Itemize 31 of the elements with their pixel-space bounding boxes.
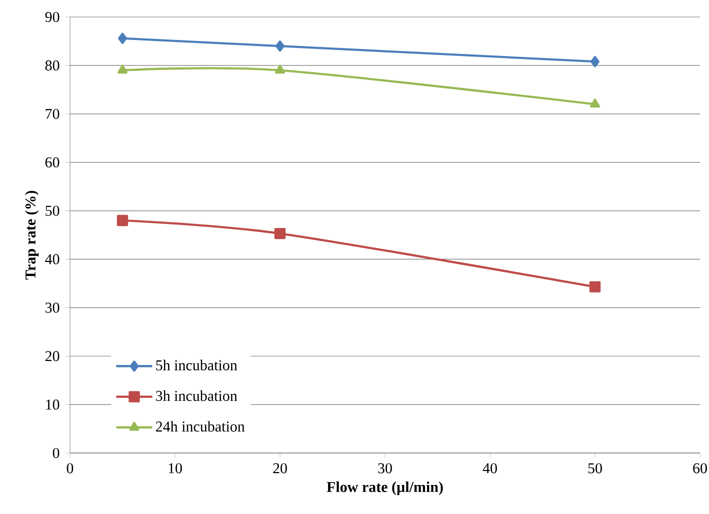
point — [590, 56, 600, 68]
x-tick-label: 10 — [168, 463, 182, 474]
x-tick-label: 20 — [273, 463, 287, 474]
y-tick-label: 80 — [45, 60, 60, 70]
point — [118, 64, 128, 74]
point — [589, 281, 601, 292]
x-axis-title: Flow rate (µl/min) — [326, 482, 443, 496]
legend-label: 3h incubation — [156, 390, 238, 401]
y-tick-label: 90 — [45, 12, 60, 22]
y-tick-label: 50 — [46, 206, 60, 216]
y-tick-label: 40 — [45, 254, 60, 264]
x-tick-label: 40 — [482, 463, 497, 474]
x-tick-label: 0 — [66, 463, 74, 474]
x-tick-label: 50 — [588, 463, 602, 474]
y-tick-label: 0 — [52, 448, 60, 458]
y-tick-label: 60 — [45, 157, 60, 168]
y-axis-title: Trap rate (%) — [25, 190, 39, 280]
point — [276, 40, 284, 52]
point — [590, 98, 600, 108]
y-tick-label: 10 — [46, 400, 60, 410]
point — [275, 64, 285, 74]
legend-label: 5h incubation — [156, 360, 238, 370]
point — [274, 228, 286, 240]
legend-label: 24h incubation — [156, 421, 245, 432]
point — [116, 214, 128, 226]
y-tick-label: 30 — [46, 302, 60, 313]
point — [118, 32, 127, 44]
y-tick-label: 20 — [45, 351, 60, 362]
x-tick-label: 30 — [378, 463, 392, 474]
x-tick-label: 60 — [693, 463, 707, 474]
y-tick-label: 70 — [46, 108, 60, 119]
